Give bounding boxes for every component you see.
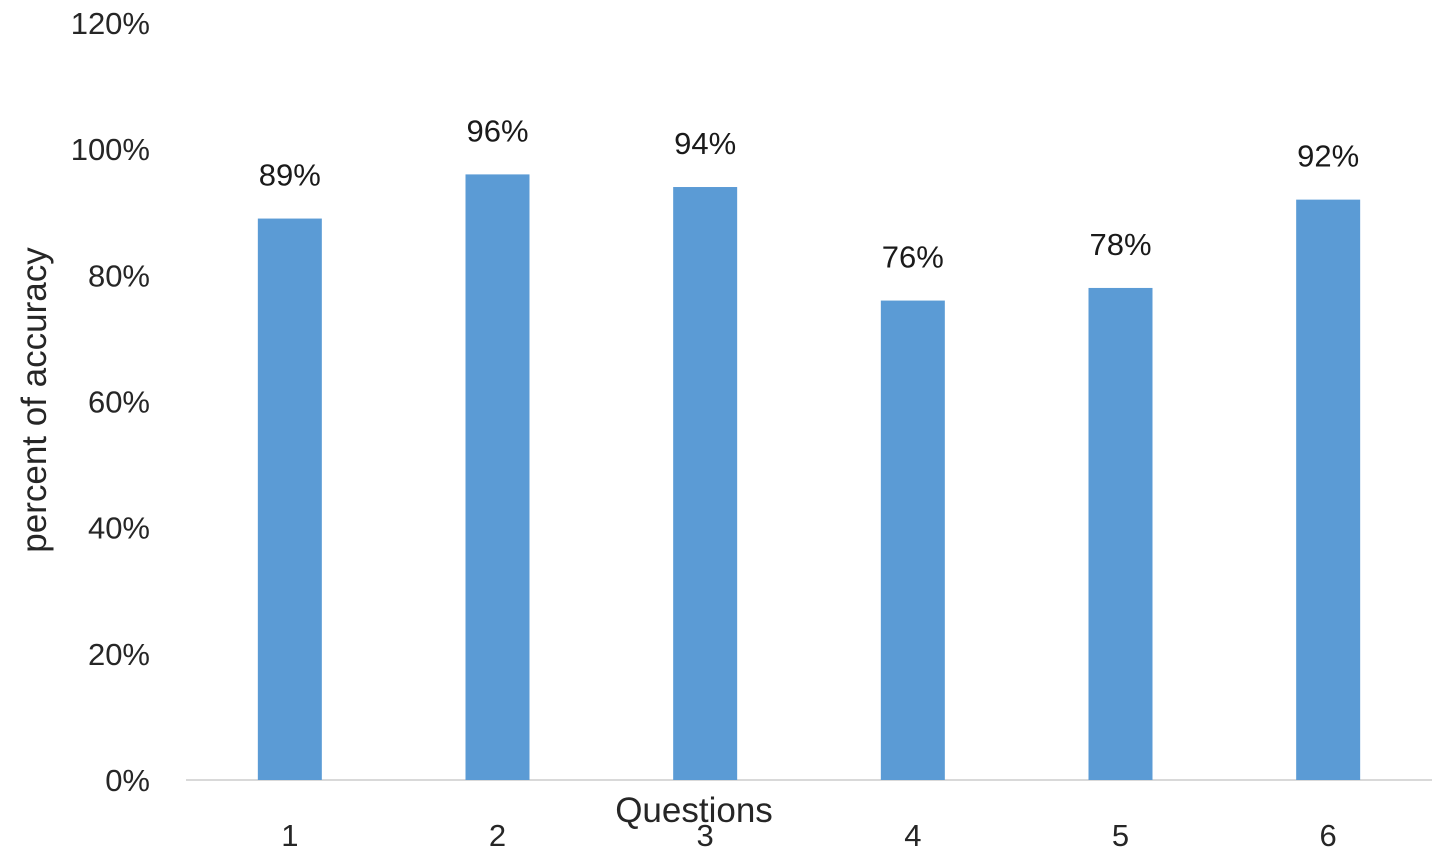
x-tick-label: 4 <box>904 818 921 853</box>
y-tick-label: 100% <box>71 132 150 167</box>
y-axis-title: percent of accuracy <box>15 247 54 553</box>
data-labels: 89% 96% 94% 76% 78% 92% <box>259 113 1359 274</box>
bar-data-label: 78% <box>1089 227 1151 262</box>
bar <box>673 187 738 780</box>
x-tick-label: 5 <box>1112 818 1129 853</box>
bar <box>1296 199 1361 781</box>
y-tick-label: 80% <box>88 258 150 293</box>
y-tick-label: 0% <box>105 763 150 798</box>
bar <box>257 218 322 780</box>
bar-data-label: 92% <box>1297 139 1359 174</box>
bar-series <box>257 174 1361 781</box>
x-tick-label: 2 <box>489 818 506 853</box>
bar-data-label: 76% <box>882 240 944 275</box>
bar-data-label: 89% <box>259 158 321 193</box>
x-tick-label: 3 <box>697 818 714 853</box>
y-axis-tick-labels: 0% 20% 40% 60% 80% 100% 120% <box>71 6 150 798</box>
bar-data-label: 94% <box>674 126 736 161</box>
bar-data-label: 96% <box>466 113 528 148</box>
bar <box>465 174 530 780</box>
y-tick-label: 40% <box>88 511 150 546</box>
x-axis-title: Questions <box>615 791 773 830</box>
y-tick-label: 120% <box>71 6 150 41</box>
y-tick-label: 20% <box>88 637 150 672</box>
bar <box>880 300 945 780</box>
y-tick-label: 60% <box>88 385 150 420</box>
x-axis-tick-labels: 1 2 3 4 5 6 <box>281 818 1337 853</box>
x-tick-label: 6 <box>1320 818 1337 853</box>
bar <box>1088 287 1153 780</box>
x-tick-label: 1 <box>281 818 298 853</box>
